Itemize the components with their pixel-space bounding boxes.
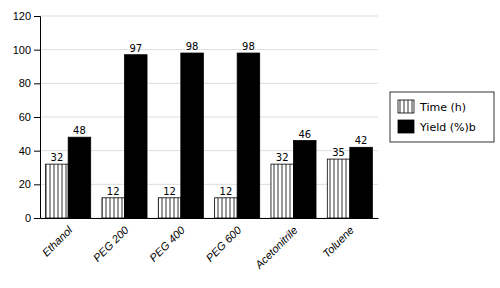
data-label: 12 <box>220 186 233 197</box>
data-label: 97 <box>129 43 142 54</box>
tick-mark <box>34 16 40 17</box>
bars <box>46 53 373 218</box>
bar <box>237 53 260 218</box>
tick-label: Acetonitrile <box>252 224 300 272</box>
tick-label: 80 <box>19 77 31 89</box>
tick-label: Ethanol <box>40 223 75 258</box>
tick-label: 100 <box>13 44 31 56</box>
axis-line <box>41 218 379 219</box>
data-label: 46 <box>298 129 311 140</box>
tick-mark <box>34 50 40 51</box>
data-labels: 32 12 12 12 32 35 48 97 98 98 46 42 <box>51 41 368 197</box>
data-label: 35 <box>332 147 345 158</box>
tick-label: PEG 400 <box>147 223 188 264</box>
data-label: 12 <box>163 186 176 197</box>
tick-label: Toluene <box>320 224 356 260</box>
data-label: 12 <box>107 186 120 197</box>
plot: 0 20 40 60 80 100 120 Ethanol PEG 200 PEG 400 PEG … <box>13 10 379 271</box>
legend-item: Yield (%)b <box>398 120 476 134</box>
data-label: 32 <box>276 152 289 163</box>
bar <box>158 198 181 218</box>
tick-mark <box>34 117 40 118</box>
legend-label: Yield (%)b <box>419 121 476 134</box>
bar <box>350 147 373 218</box>
tick-label: PEG 200 <box>91 223 132 264</box>
bar <box>181 53 204 218</box>
data-label: 98 <box>186 41 199 52</box>
tick-label: 40 <box>19 145 31 157</box>
tick: 40 <box>19 145 40 157</box>
tick-label: 0 <box>25 212 31 224</box>
tick: PEG 200 <box>91 223 132 264</box>
data-label: 98 <box>242 41 255 52</box>
tick: 100 <box>13 44 40 56</box>
bar <box>125 55 148 218</box>
tick: 60 <box>19 111 40 123</box>
legend: Time (h) Yield (%)b <box>390 92 494 142</box>
bar <box>68 137 91 218</box>
data-label: 32 <box>51 152 64 163</box>
bar <box>294 141 317 218</box>
tick: Ethanol <box>40 223 75 258</box>
legend-label: Time (h) <box>419 101 466 114</box>
tick-mark <box>34 83 40 84</box>
tick-mark <box>34 151 40 152</box>
x-axis: Ethanol PEG 200 PEG 400 PEG 600Acetonitrile… <box>40 219 379 272</box>
bar <box>271 164 294 218</box>
grid <box>40 16 378 218</box>
tick-label: 20 <box>19 178 31 190</box>
grid-line <box>40 16 378 17</box>
chart: 0 20 40 60 80 100 120 Ethanol PEG 200 PEG 400 PEG … <box>0 0 500 288</box>
grid-line <box>40 117 378 118</box>
tick-mark <box>34 218 40 219</box>
tick: 0 <box>25 212 40 224</box>
tick-mark <box>34 184 40 185</box>
tick: PEG 400 <box>147 223 188 264</box>
tick-label: PEG 600 <box>203 223 244 264</box>
data-label: 42 <box>355 135 368 146</box>
tick-label: 60 <box>19 111 31 123</box>
tick: 80 <box>19 77 40 89</box>
tick-label: 120 <box>13 10 31 22</box>
grid-line <box>40 49 378 50</box>
bar <box>46 164 69 218</box>
bar <box>215 198 238 218</box>
y-axis: 0 20 40 60 80 100 120 <box>13 10 41 224</box>
legend-swatch <box>398 120 414 133</box>
axis-line <box>34 17 41 219</box>
grid-line <box>40 83 378 84</box>
bar <box>102 198 125 218</box>
legend-swatch <box>398 100 414 113</box>
legend-item: Time (h) <box>398 100 466 114</box>
legend-frame <box>390 92 494 142</box>
tick: Toluene <box>320 224 356 260</box>
data-label: 48 <box>73 125 86 136</box>
bar <box>327 159 350 218</box>
tick: PEG 600 <box>203 223 244 264</box>
tick: Acetonitrile <box>252 224 300 272</box>
tick: 20 <box>19 178 40 190</box>
tick: 120 <box>13 10 40 22</box>
